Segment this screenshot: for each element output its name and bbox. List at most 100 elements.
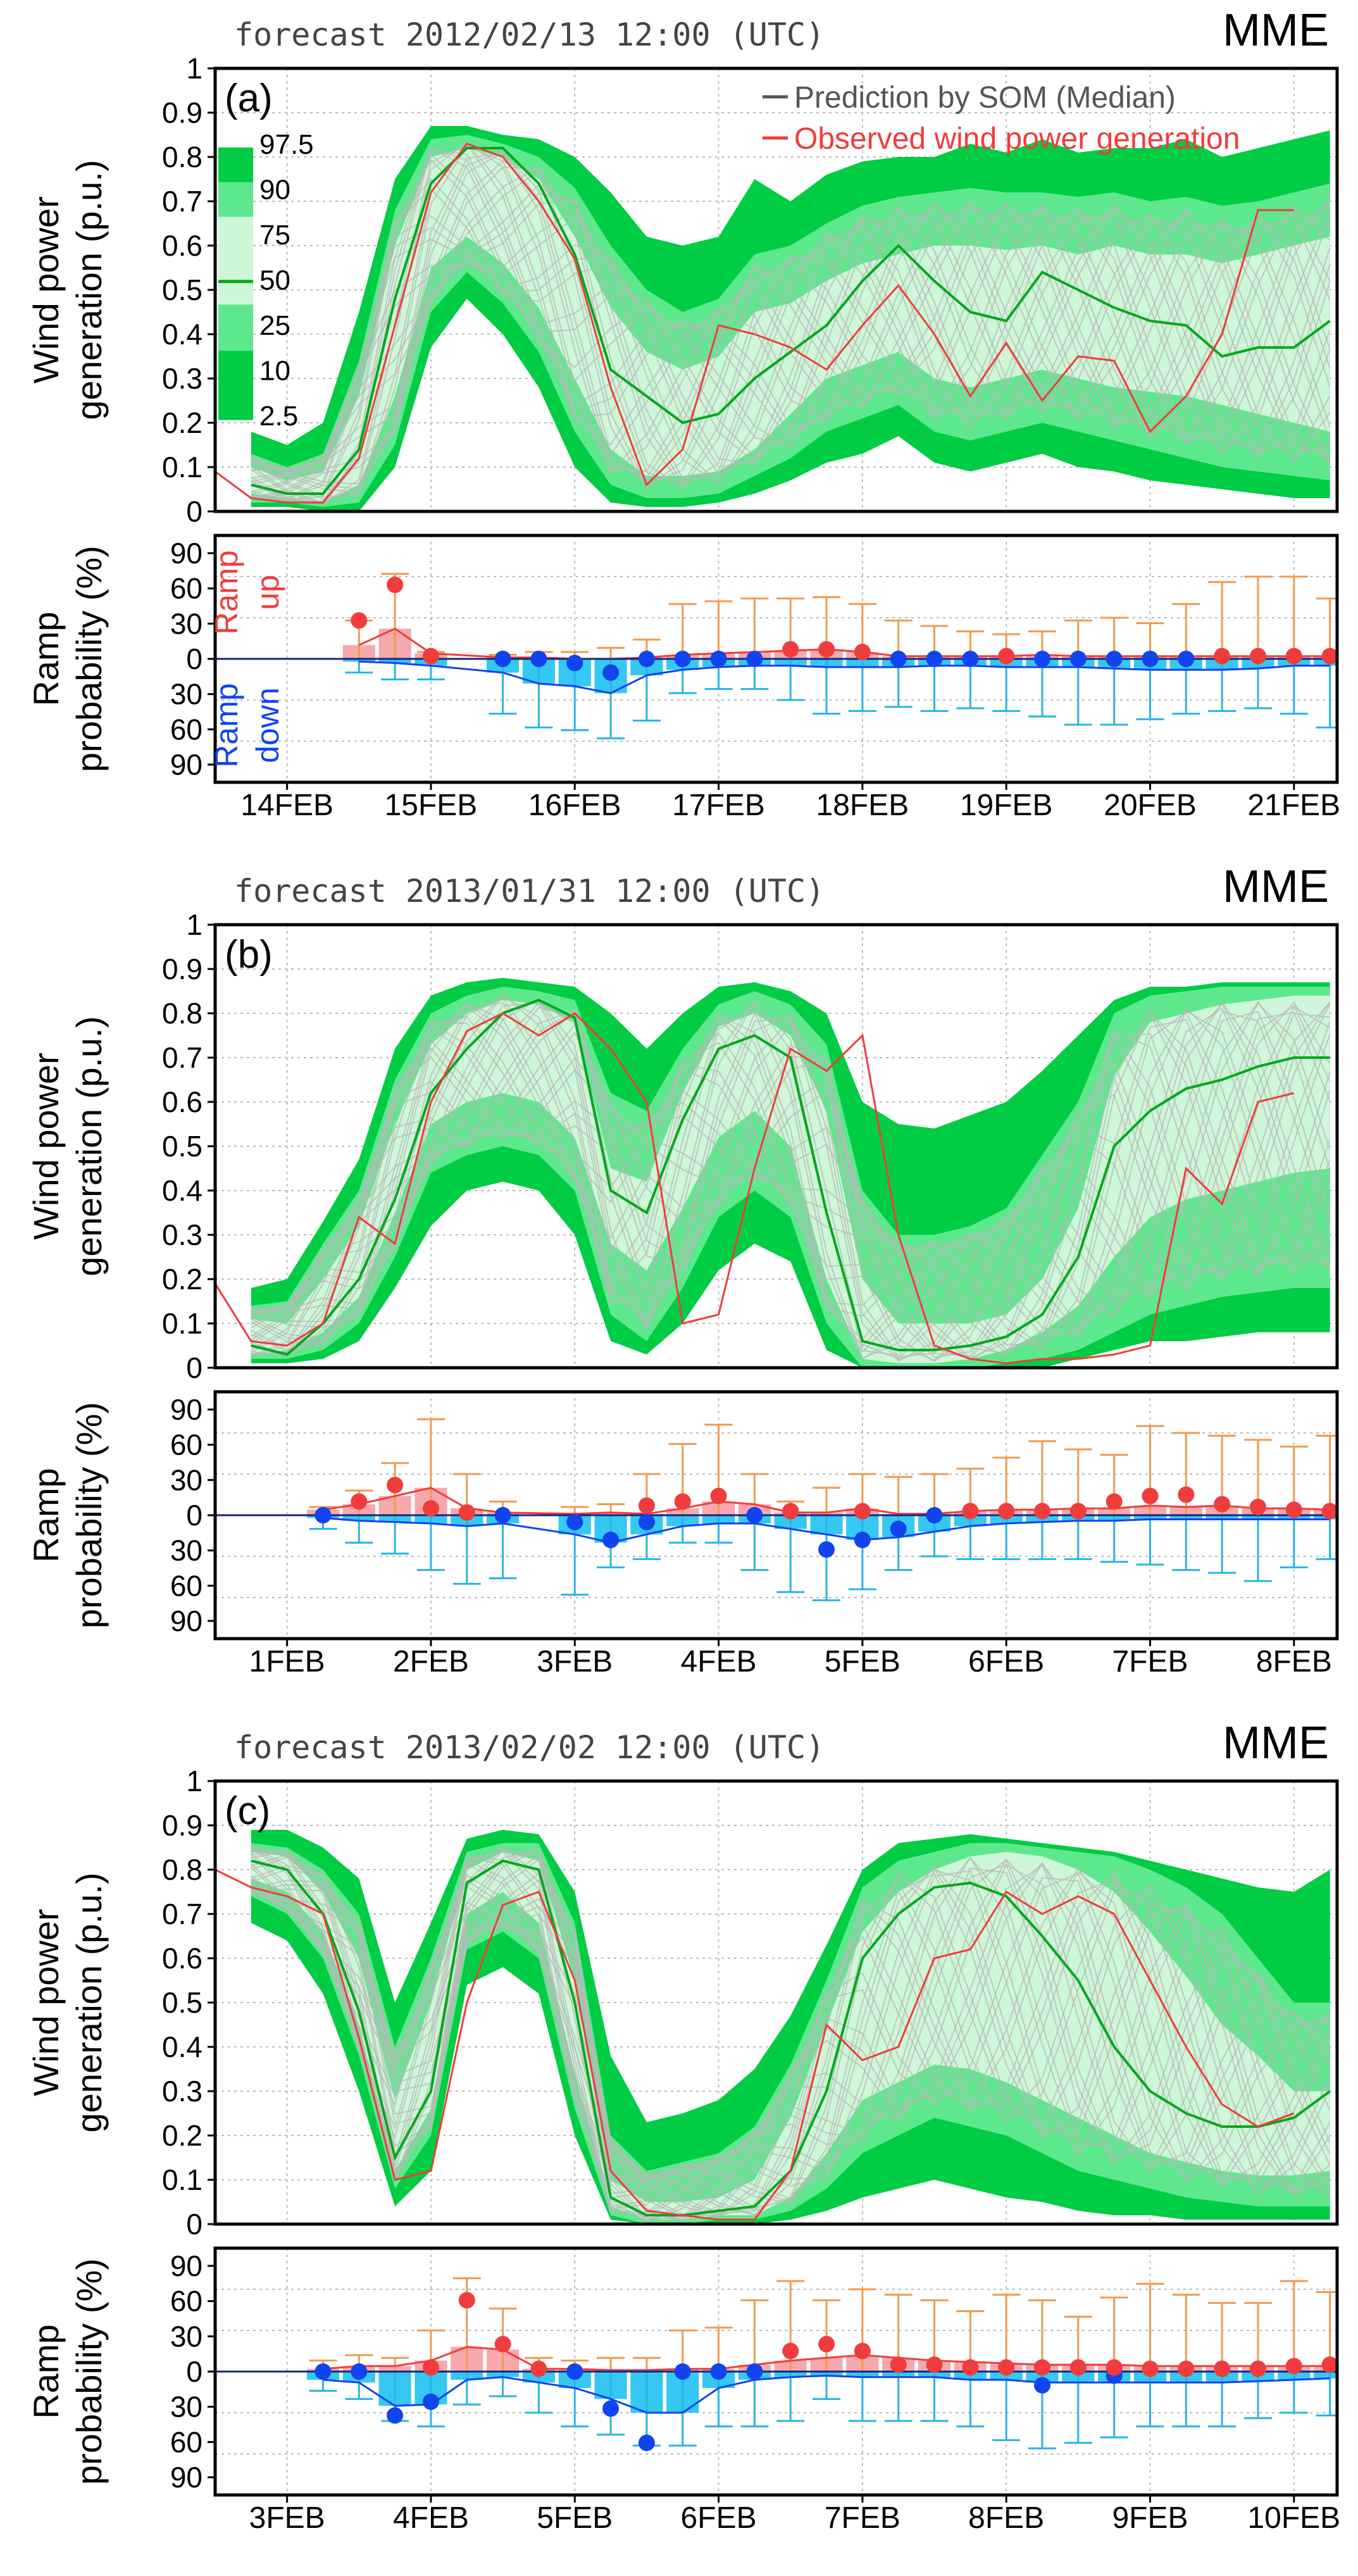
ensemble-member-line xyxy=(251,1848,1331,2220)
x-tick-label: 17FEB xyxy=(672,789,765,822)
ramp-up-observed-dot xyxy=(1249,2360,1266,2377)
ramp-up-observed-dot xyxy=(1214,1496,1231,1513)
ramp-up-observed-dot xyxy=(1106,2359,1123,2376)
ramp-down-line xyxy=(359,660,1330,694)
ramp-up-observed-dot xyxy=(1034,2359,1051,2376)
ramp-down-observed-dot xyxy=(746,2363,763,2380)
ramp-up-observed-dot xyxy=(1249,1499,1266,1515)
x-tick-label: 21FEB xyxy=(1247,789,1340,822)
y-tick-label: 0.9 xyxy=(162,1809,202,1842)
ramp-up-observed-dot xyxy=(1142,2360,1159,2377)
ensemble-member-line xyxy=(251,1873,1331,2211)
ensemble-member-line xyxy=(251,1868,1331,2216)
ramp-down-observed-dot xyxy=(602,2400,620,2417)
legend-quantile-label: 25 xyxy=(259,310,290,341)
panel-a: forecast 2012/02/13 12:00 (UTC) MME 0 0.1 0.… xyxy=(26,5,1340,822)
ramp-down-observed-dot xyxy=(315,1507,332,1523)
ramp-y-tick-label: 90 xyxy=(170,2249,202,2282)
x-tick-label: 14FEB xyxy=(240,789,333,822)
ramp-up-observed-dot xyxy=(1069,2359,1087,2376)
ensemble-member-line xyxy=(251,197,1331,485)
ramp-down-observed-dot xyxy=(926,651,943,667)
ramp-plot xyxy=(215,1392,1337,1639)
ramp-up-annotation-1: Ramp xyxy=(209,550,244,634)
ramp-up-observed-dot xyxy=(998,1503,1015,1520)
ramp-down-observed-dot xyxy=(890,1520,907,1537)
x-tick-label: 6FEB xyxy=(968,1645,1044,1679)
ramp-up-observed-dot xyxy=(387,577,404,593)
ramp-up-observed-dot xyxy=(782,1503,799,1520)
ensemble-member-line xyxy=(251,1022,1331,1361)
x-tick-label: 7FEB xyxy=(825,2501,900,2535)
y-tick-label: 0.3 xyxy=(162,2075,202,2108)
quantile-legend: 97.5 90 75 50 25 10 2.5 Prediction by SOM (Medi… xyxy=(218,81,1240,432)
ensemble-member-line xyxy=(251,1845,1331,2218)
observed-line xyxy=(215,142,1294,504)
y-tick-label: 0.5 xyxy=(162,1986,202,2019)
ramp-up-observed-dot xyxy=(1214,647,1231,665)
forecast-title: forecast 2013/02/02 12:00 (UTC) xyxy=(234,1729,825,1766)
ensemble-member-line xyxy=(251,1881,1331,2216)
ensemble-member-line xyxy=(251,1006,1330,1362)
ramp-down-observed-dot xyxy=(1069,651,1087,667)
ramp-up-observed-dot xyxy=(998,647,1015,665)
ramp-y-tick-label: 60 xyxy=(170,2425,202,2458)
ramp-down-observed-dot xyxy=(566,1513,583,1530)
ramp-up-observed-dot xyxy=(854,2342,871,2360)
ramp-up-observed-dot xyxy=(1249,647,1266,665)
ramp-down-observed-dot xyxy=(566,654,583,672)
x-tick-label: 1FEB xyxy=(249,1645,325,1679)
ensemble-member-line xyxy=(251,1004,1331,1360)
ramp-up-observed-dot xyxy=(674,1493,691,1510)
ramp-up-observed-dot xyxy=(1321,647,1337,665)
ensemble-member-line xyxy=(251,192,1331,485)
panel-label: (a) xyxy=(225,77,273,120)
y-tick-label: 0.2 xyxy=(162,1263,202,1296)
ramp-up-observed-dot xyxy=(854,1503,871,1520)
ensemble-member-line xyxy=(251,1019,1331,1357)
ramp-y-tick-label: 90 xyxy=(170,537,202,570)
y-tick-label: 1 xyxy=(186,908,202,941)
ensemble-member-line xyxy=(251,1003,1331,1347)
ramp-up-observed-dot xyxy=(1285,647,1302,665)
ramp-up-observed-dot xyxy=(818,2335,835,2353)
ensemble-member-line xyxy=(251,1865,1331,2218)
ensemble-member-line xyxy=(251,1011,1331,1356)
ramp-ylabel-1: Ramp xyxy=(26,611,66,706)
ramp-ylabel-1: Ramp xyxy=(26,1468,66,1562)
ensemble-member-line xyxy=(251,1846,1331,2222)
ramp-up-annotation-2: up xyxy=(250,575,285,610)
ramp-down-line xyxy=(323,1516,1330,1544)
ramp-up-observed-dot xyxy=(926,2356,943,2373)
y-tick-label: 0.5 xyxy=(162,1130,202,1163)
y-tick-label: 0.4 xyxy=(162,318,202,351)
ramp-down-observed-dot xyxy=(1034,2377,1051,2394)
ramp-down-annotation-1: Ramp xyxy=(209,683,244,767)
ensemble-member-line xyxy=(251,997,1331,1360)
ramp-down-observed-dot xyxy=(926,1507,943,1523)
ramp-down-observed-dot xyxy=(494,1507,511,1523)
x-tick-label: 9FEB xyxy=(1112,2501,1188,2535)
y-tick-label: 0.9 xyxy=(162,953,202,985)
ramp-down-observed-dot xyxy=(710,651,727,667)
y-tick-label: 0.8 xyxy=(162,997,202,1030)
x-tick-label: 3FEB xyxy=(249,2501,325,2535)
y-tick-label: 0.8 xyxy=(162,141,202,173)
x-tick-label: 8FEB xyxy=(968,2501,1044,2535)
ramp-up-observed-dot xyxy=(1106,1493,1123,1510)
ramp-up-observed-dot xyxy=(998,2359,1015,2376)
legend-quantile-label: 97.5 xyxy=(259,129,314,160)
y-tick-label: 0 xyxy=(186,2208,202,2241)
ensemble-member-line xyxy=(251,203,1331,499)
legend-quantile-label: 2.5 xyxy=(259,401,298,432)
y-tick-label: 0.6 xyxy=(162,1942,202,1975)
ensemble-member-line xyxy=(251,149,1331,505)
ramp-y-tick-label: 30 xyxy=(170,2391,202,2423)
x-tick-label: 2FEB xyxy=(393,1645,469,1679)
x-tick-label: 19FEB xyxy=(960,789,1053,822)
ensemble-member-line xyxy=(251,1864,1330,2200)
ramp-down-observed-dot xyxy=(602,1532,620,1548)
ensemble-member-line xyxy=(251,1854,1330,2222)
ensemble-member-line xyxy=(251,1860,1331,2199)
ramp-up-observed-dot xyxy=(782,641,799,658)
